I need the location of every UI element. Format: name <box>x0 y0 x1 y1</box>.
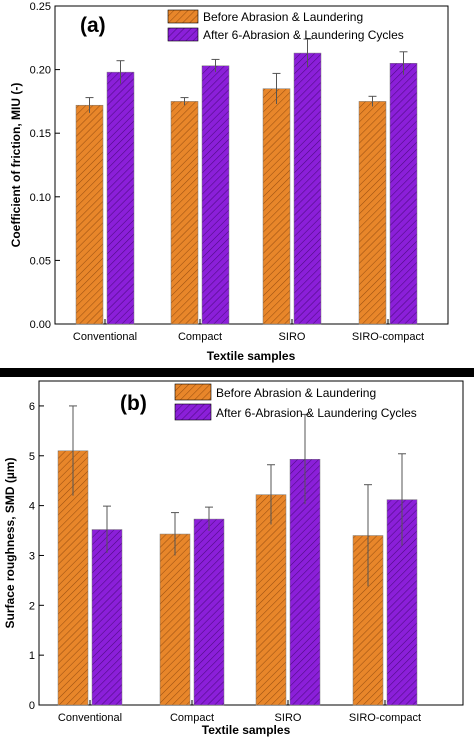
y-tick-label: 0.20 <box>30 65 51 77</box>
x-tick-label: Conventional <box>73 331 137 343</box>
legend: Before Abrasion & Laundering After 6-Abr… <box>174 383 417 421</box>
legend-label-before: Before Abrasion & Laundering <box>216 386 376 400</box>
panel-label: (b) <box>120 392 147 415</box>
x-axis: Conventional Compact SIRO SIRO-compact <box>58 700 421 724</box>
bar <box>358 101 387 325</box>
bar <box>262 88 291 325</box>
x-tick-label: SIRO <box>275 712 302 724</box>
y-tick-label: 6 <box>29 401 35 413</box>
legend-label-after: After 6-Abrasion & Laundering Cycles <box>203 28 404 42</box>
chart-panel-a: (a) 0.00 0.05 0.10 0.15 0.20 0.25 Conventiona… <box>9 1 449 363</box>
bar <box>193 518 225 706</box>
y-tick-label: 0.25 <box>30 1 51 13</box>
x-tick-label: Compact <box>170 712 214 724</box>
panel-label: (a) <box>80 14 106 37</box>
x-axis-label: Textile samples <box>202 723 291 737</box>
plot-frame <box>54 5 449 325</box>
x-tick-label: SIRO <box>279 331 306 343</box>
y-tick-label: 4 <box>29 501 35 513</box>
y-tick-label: 0.00 <box>30 319 51 331</box>
legend-label-after: After 6-Abrasion & Laundering Cycles <box>216 406 417 420</box>
y-tick-label: 0.15 <box>30 128 51 140</box>
legend-swatch-before <box>167 9 199 24</box>
legend: Before Abrasion & Laundering After 6-Abr… <box>167 9 404 42</box>
y-axis-label: Surface roughness, SMD (µm) <box>3 458 17 629</box>
bar <box>293 52 322 325</box>
bars <box>75 38 418 325</box>
y-tick-label: 5 <box>29 451 35 463</box>
bar <box>91 529 123 706</box>
y-tick-label: 0.05 <box>30 255 51 267</box>
x-tick-label: Conventional <box>58 712 122 724</box>
legend-label-before: Before Abrasion & Laundering <box>203 10 363 24</box>
bar <box>159 533 191 706</box>
x-tick-label: SIRO-compact <box>352 331 424 343</box>
y-tick-label: 0 <box>29 700 35 712</box>
plot-frame <box>38 380 464 706</box>
x-tick-label: Compact <box>178 331 222 343</box>
legend-swatch-after <box>174 403 212 421</box>
x-axis-label: Textile samples <box>207 349 296 363</box>
x-tick-label: SIRO-compact <box>349 712 421 724</box>
bar <box>75 104 104 325</box>
bar <box>389 62 418 325</box>
bar <box>106 71 135 325</box>
y-tick-label: 1 <box>29 650 35 662</box>
bar <box>201 65 230 325</box>
bars <box>57 405 418 706</box>
legend-swatch-after <box>167 27 199 42</box>
chart-panel-b: (b) 0 1 2 3 4 5 6 Conventional Compact SIRO SIRO-… <box>3 380 464 737</box>
x-axis: Conventional Compact SIRO SIRO-compact <box>73 319 424 343</box>
y-axis: 0.00 0.05 0.10 0.15 0.20 0.25 <box>30 1 60 331</box>
bar <box>255 494 287 706</box>
panel-divider <box>0 368 474 377</box>
y-axis-label: Coefficient of friction, MIU (-) <box>9 83 23 248</box>
y-tick-label: 2 <box>29 600 35 612</box>
y-tick-label: 0.10 <box>30 192 51 204</box>
y-axis: 0 1 2 3 4 5 6 <box>29 401 44 712</box>
bar <box>170 101 199 325</box>
y-tick-label: 3 <box>29 550 35 562</box>
legend-swatch-before <box>174 383 212 401</box>
